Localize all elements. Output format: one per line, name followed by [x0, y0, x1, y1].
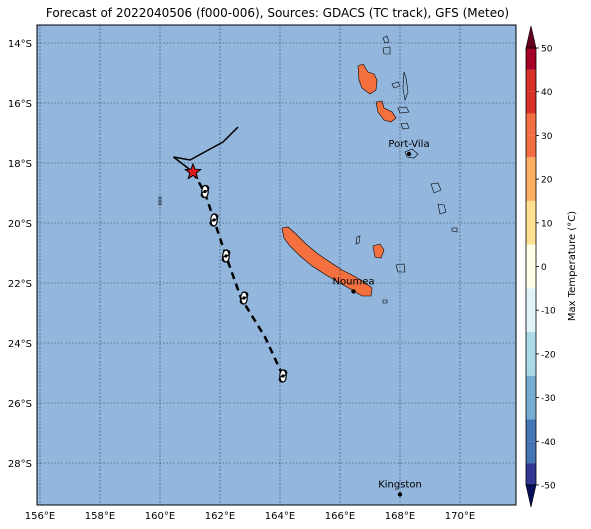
epi [400, 122, 410, 130]
colorbar-tick-label: -50 [541, 482, 556, 492]
longitude-label: 162°E [205, 511, 235, 522]
colorbar-tick-label: 10 [541, 219, 553, 229]
lifou [372, 243, 385, 259]
city-marker [406, 151, 412, 157]
map-panel: Port-Vila Noumea Kingston [36, 24, 517, 506]
city-marker [397, 492, 403, 497]
colorbar-band [526, 353, 536, 376]
colorbar-band [526, 113, 536, 136]
cyclone-icon [221, 249, 231, 263]
colorbar-band [526, 419, 536, 442]
torres-islands [382, 35, 390, 44]
graticule [37, 25, 516, 505]
colorbar-band [526, 310, 536, 333]
latitude-label: 16°S [8, 99, 32, 110]
colorbar-band [526, 48, 536, 70]
city-label: Kingston [378, 480, 422, 491]
longitude-label: 156°E [25, 511, 55, 522]
colorbar-label: Max Temperature (°C) [567, 211, 578, 321]
colorbar-band [526, 288, 536, 311]
map-border [36, 24, 517, 506]
colorbar-band [526, 463, 536, 485]
cyclone-icon [278, 369, 288, 383]
longitude-label: 168°E [385, 511, 415, 522]
ocean [37, 25, 516, 505]
places: Port-Vila Noumea Kingston [333, 139, 430, 497]
longitude-label: 170°E [445, 511, 475, 522]
colorbar-band [526, 222, 536, 245]
colorbar-band [526, 332, 536, 354]
latitude-label: 26°S [8, 399, 32, 410]
aneityum [451, 227, 458, 233]
colorbar-tick-label: -30 [541, 394, 556, 404]
latitude-label: 20°S [8, 219, 32, 230]
colorbar-ticks: 50 40 30 20 10 0 -10 -20 -30 -40 -50 [536, 45, 556, 492]
ouvea [355, 235, 361, 245]
colorbar-tick-label: -10 [541, 307, 556, 317]
colorbar-top-arrow [525, 25, 537, 49]
banks-islands [382, 46, 391, 55]
grande-terre [281, 226, 373, 297]
colorbar-tick-label: 30 [541, 132, 553, 142]
latitude-label: 24°S [8, 339, 32, 350]
colorbar-band [526, 157, 536, 180]
erromango [430, 182, 442, 194]
colorbar-tick-label: -40 [541, 438, 556, 448]
colorbar-tick-label: 0 [541, 263, 547, 273]
longitude-labels: 156°E 158°E 160°E 162°E 164°E 166°E 168°E 170°E [25, 511, 475, 522]
colorbar-bottom-arrow [525, 484, 537, 508]
latitude-labels: 14°S 16°S 18°S 20°S 22°S 24°S 26°S 28°S [8, 39, 32, 470]
city-marker [351, 289, 356, 294]
colorbar-tick-label: 50 [541, 45, 553, 55]
latitude-label: 22°S [8, 279, 32, 290]
observed-track-line [173, 126, 239, 173]
longitude-label: 160°E [145, 511, 175, 522]
city-label: Noumea [333, 276, 375, 287]
colorbar-tick-label: 20 [541, 176, 553, 186]
colorbar-band [526, 266, 536, 289]
map-title: Forecast of 2022040506 (f000-006), Sourc… [45, 6, 510, 20]
espiritu-santo [357, 63, 378, 95]
colorbar-band [526, 91, 536, 114]
cyclone-icon [209, 213, 219, 227]
colorbar-band [526, 441, 536, 464]
colorbar-band [526, 200, 536, 223]
longitude-label: 158°E [85, 511, 115, 522]
colorbar-band [526, 179, 536, 201]
colorbar-bands [526, 48, 536, 485]
malekula [375, 100, 397, 123]
isle-of-pines [382, 299, 388, 304]
colorbar-tick-label: 40 [541, 88, 553, 98]
vanuatu-islands [357, 35, 458, 233]
colorbar-tick-label: -20 [541, 350, 556, 360]
colorbar: 50 40 30 20 10 0 -10 -20 -30 -40 -50 Max Temperatu… [525, 25, 578, 508]
pentecost [402, 71, 409, 102]
colorbar-band [526, 244, 536, 267]
current-position-star-icon [184, 162, 202, 180]
latitude-label: 14°S [8, 39, 32, 50]
mare [395, 263, 406, 273]
cyclone-icon [239, 291, 249, 305]
cyclone-icon [200, 184, 210, 199]
city-label: Port-Vila [388, 139, 429, 150]
latitude-label: 18°S [8, 159, 32, 170]
colorbar-band [526, 375, 536, 398]
tanna [437, 203, 447, 215]
colorbar-band [526, 397, 536, 420]
longitude-label: 164°E [265, 511, 295, 522]
colorbar-band [526, 69, 536, 92]
latitude-label: 28°S [8, 459, 32, 470]
longitude-label: 166°E [325, 511, 355, 522]
cyclone-track [173, 126, 288, 383]
colorbar-band [526, 135, 536, 158]
ambrym [397, 106, 410, 114]
